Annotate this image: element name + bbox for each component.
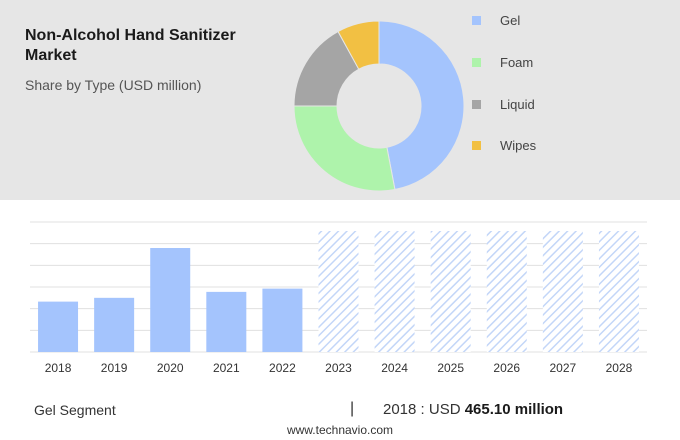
- x-tick-label: 2024: [381, 361, 408, 375]
- x-tick-label: 2020: [157, 361, 184, 375]
- x-tick-label: 2018: [45, 361, 72, 375]
- bar-forecast-2024: [375, 231, 415, 352]
- bar-2020: [150, 248, 190, 352]
- bar-forecast-2025: [431, 231, 471, 352]
- x-tick-label: 2025: [437, 361, 464, 375]
- bar-chart: 2018 2019 2020 2021 2022 2023 2024 2025 2026 2027…: [0, 0, 680, 400]
- x-tick-label: 2028: [606, 361, 633, 375]
- bar-forecast-2026: [487, 231, 527, 352]
- footer-separator: |: [350, 400, 354, 418]
- segment-value: 2018 : USD 465.10 million: [383, 401, 563, 418]
- bar-2021: [206, 292, 246, 352]
- x-tick-label: 2023: [325, 361, 352, 375]
- bar-2019: [94, 298, 134, 352]
- x-tick-label: 2019: [101, 361, 128, 375]
- x-tick-label: 2022: [269, 361, 296, 375]
- segment-value-amount: 465.10 million: [465, 401, 563, 418]
- x-tick-label: 2021: [213, 361, 240, 375]
- bar-2018: [38, 302, 78, 352]
- bar-forecast-2027: [543, 231, 583, 352]
- x-tick-label: 2026: [493, 361, 520, 375]
- bar-forecast-2028: [599, 231, 639, 352]
- x-tick-label: 2027: [550, 361, 577, 375]
- segment-value-year: 2018 : USD: [383, 401, 461, 418]
- bar-2022: [262, 289, 302, 352]
- segment-label: Gel Segment: [34, 402, 116, 418]
- source-link[interactable]: www.technavio.com: [0, 423, 680, 437]
- bar-forecast-2023: [319, 231, 359, 352]
